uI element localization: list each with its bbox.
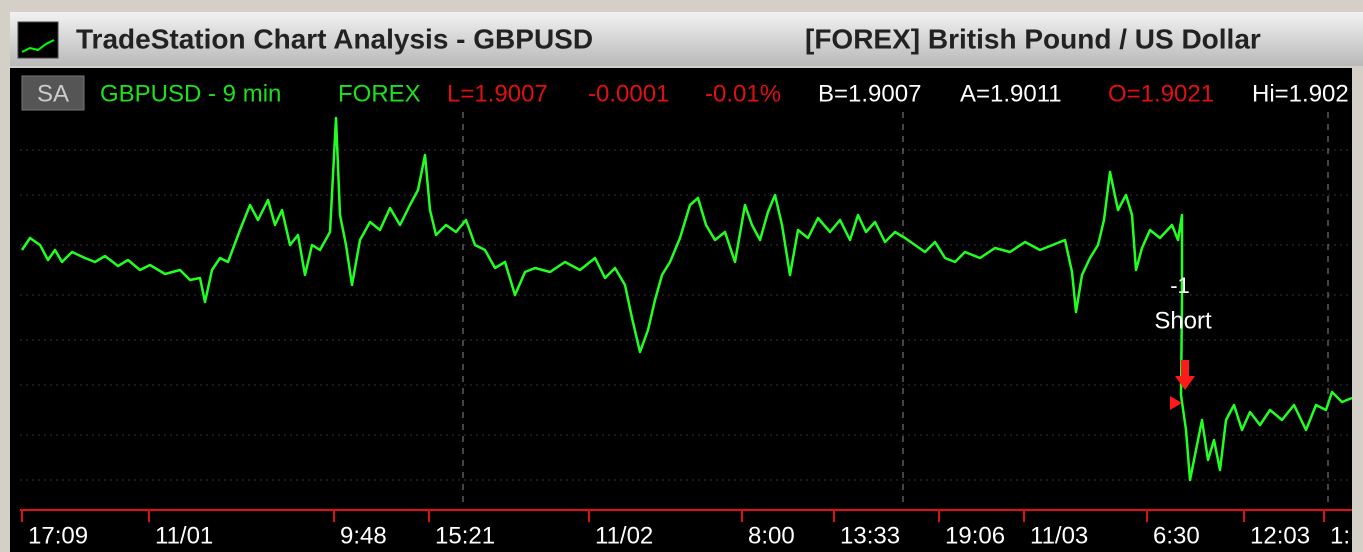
exchange: FOREX	[338, 80, 421, 107]
time-label: 12:03	[1250, 522, 1310, 549]
time-label: 11/01	[155, 522, 213, 549]
window-edge	[1352, 68, 1363, 552]
window-description: [FOREX] British Pound / US Dollar	[805, 23, 1261, 54]
badge-label: SA	[37, 80, 69, 107]
time-label: 15:21	[435, 522, 495, 549]
time-label: 19:06	[945, 522, 1005, 549]
pct-change: -0.01%	[705, 80, 781, 107]
info-bar: SA GBPUSD - 9 min FOREX L=1.9007 -0.0001…	[37, 80, 1349, 107]
symbol: GBPUSD - 9 min	[100, 80, 281, 107]
app-icon-line	[21, 39, 55, 53]
window-title: TradeStation Chart Analysis - GBPUSD	[76, 23, 593, 54]
chart-area	[10, 68, 1363, 552]
net-change: -0.0001	[588, 80, 669, 107]
open: O=1.9021	[1108, 80, 1214, 107]
time-label: 1:	[1330, 522, 1350, 549]
time-label: 11/02	[595, 522, 653, 549]
time-labels: 17:09 11/01 9:48 15:21 11/02 8:00 13:33 19:06 11…	[21, 510, 1350, 549]
session-lines	[462, 112, 1329, 508]
last-price: L=1.9007	[447, 80, 548, 107]
time-label: 13:33	[840, 522, 900, 549]
time-label: 11/03	[1030, 522, 1088, 549]
entry-marker	[1170, 396, 1182, 410]
time-label: 6:30	[1153, 522, 1200, 549]
position-annotation: -1	[1170, 273, 1190, 298]
price-line	[20, 116, 1353, 482]
time-label: 17:09	[28, 522, 88, 549]
badge[interactable]	[21, 75, 85, 111]
time-label: 8:00	[748, 522, 795, 549]
order-annotation: Short	[1154, 307, 1212, 334]
time-label: 9:48	[340, 522, 387, 549]
app-icon	[17, 21, 59, 59]
short-arrow[interactable]	[1175, 360, 1195, 390]
high: Hi=1.902	[1252, 80, 1349, 107]
title-bar[interactable]	[10, 12, 1363, 66]
grid	[20, 149, 1352, 481]
ask: A=1.9011	[960, 80, 1062, 107]
bid: B=1.9007	[818, 80, 921, 107]
